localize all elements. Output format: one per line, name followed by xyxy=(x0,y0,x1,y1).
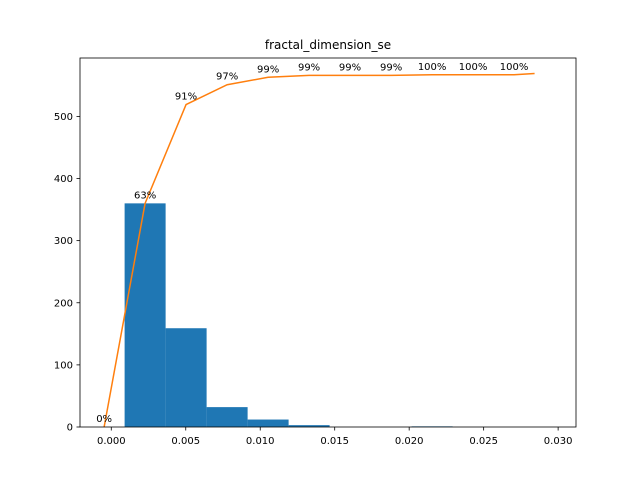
y-tick-label-0: 0 xyxy=(67,423,73,434)
bar-3 xyxy=(247,419,289,427)
histogram-bars xyxy=(124,203,453,427)
bar-1 xyxy=(165,328,207,427)
x-tick-label-5: 0.025 xyxy=(469,436,498,447)
cumulative-line xyxy=(103,72,535,428)
percent-label-10: 100% xyxy=(500,62,529,73)
percent-label-8: 100% xyxy=(418,62,447,73)
y-tick-label-4: 400 xyxy=(54,174,73,185)
axes-frame xyxy=(79,57,577,428)
y-tick-label-1: 100 xyxy=(54,360,73,371)
percent-annotations: 0% 63% 91% 97% 99% 99% 99% 99% 100% 100% 100% xyxy=(96,62,528,425)
percent-label-3: 97% xyxy=(216,72,238,83)
bar-0 xyxy=(124,203,166,427)
y-tick-label-3: 300 xyxy=(54,236,73,247)
chart-title: fractal_dimension_se xyxy=(265,38,391,52)
percent-label-2: 91% xyxy=(175,92,197,103)
percent-label-4: 99% xyxy=(257,64,279,75)
percent-label-1: 63% xyxy=(134,190,156,201)
bar-4 xyxy=(288,425,330,427)
x-tick-label-4: 0.020 xyxy=(395,436,424,447)
percent-label-9: 100% xyxy=(459,62,488,73)
y-tick-label-2: 200 xyxy=(54,298,73,309)
y-tick-label-5: 500 xyxy=(54,112,73,123)
bar-2 xyxy=(206,407,248,427)
percent-label-7: 99% xyxy=(380,62,402,73)
percent-label-5: 99% xyxy=(298,62,320,73)
x-tick-label-6: 0.030 xyxy=(544,436,573,447)
x-tick-label-3: 0.015 xyxy=(320,436,349,447)
x-tick-label-1: 0.005 xyxy=(171,436,200,447)
percent-label-0: 0% xyxy=(96,414,112,425)
x-tick-label-0: 0.000 xyxy=(97,436,126,447)
series-line-0 xyxy=(103,72,535,428)
percent-label-6: 99% xyxy=(339,62,361,73)
x-tick-label-2: 0.010 xyxy=(246,436,275,447)
axes: 0.000 0.005 0.010 0.015 0.020 0.025 0.030 0 100 2… xyxy=(54,57,577,447)
